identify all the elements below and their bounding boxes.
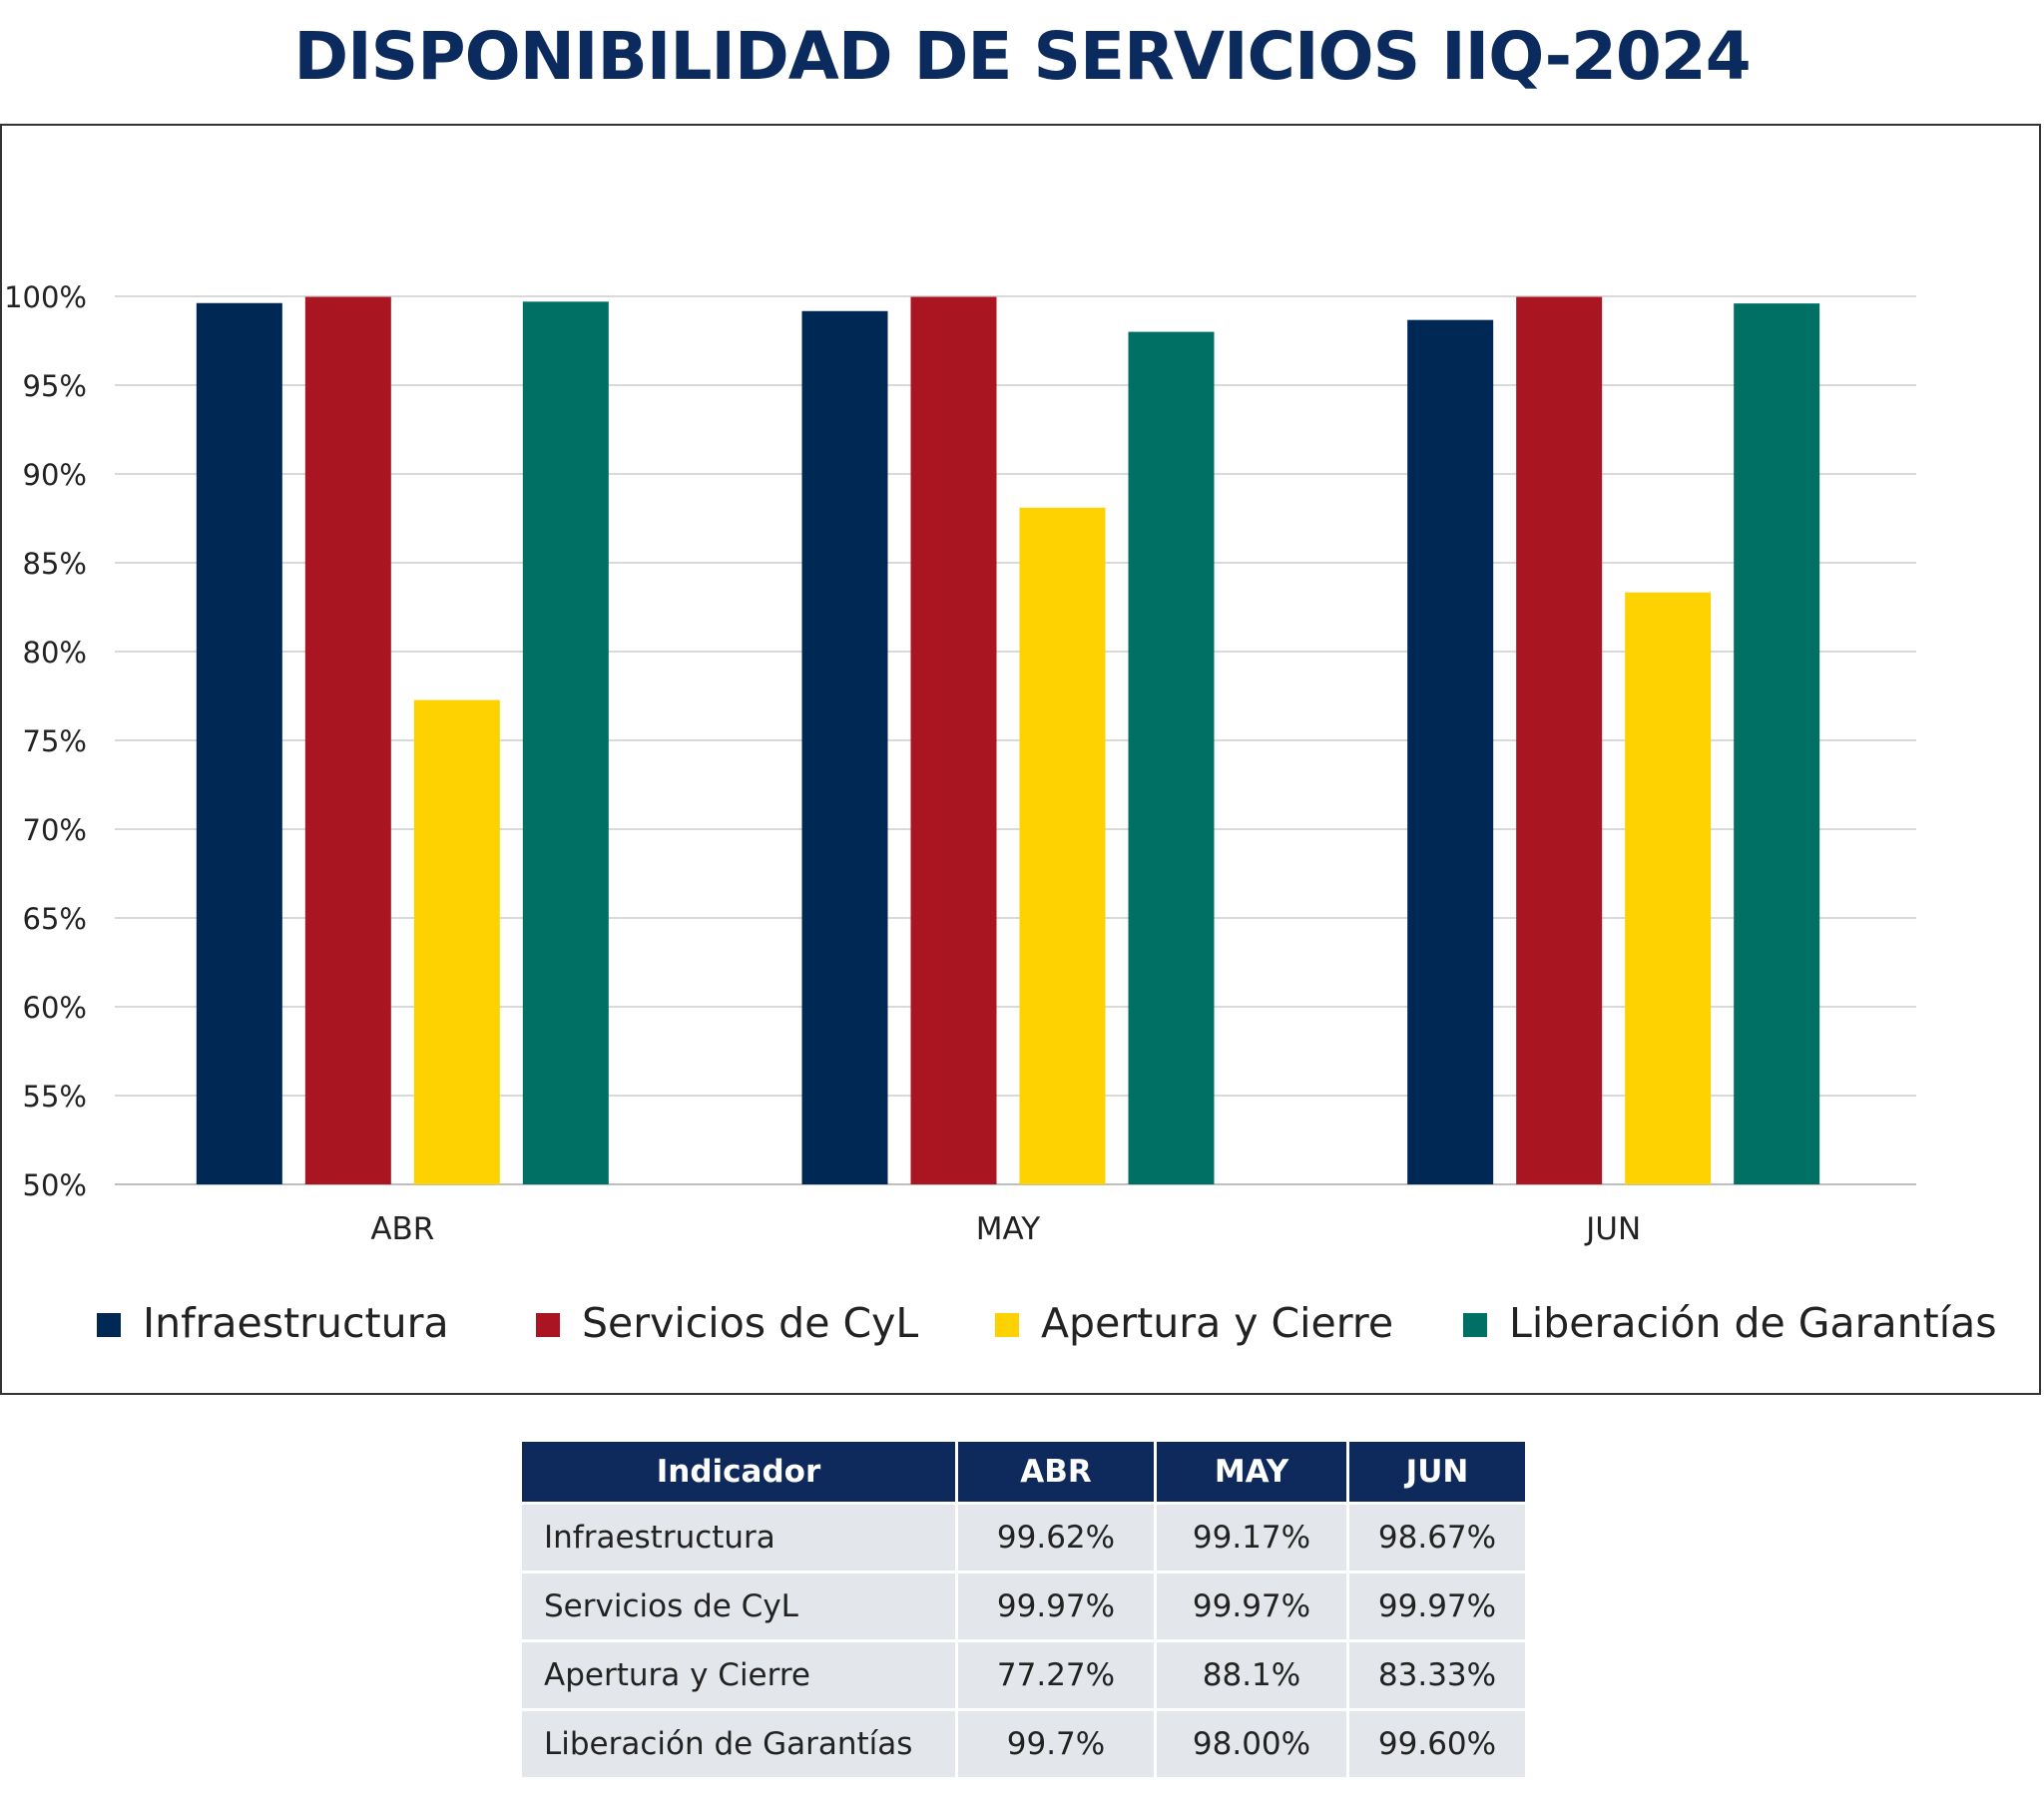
bar-chart: 50% 55% 60% 65% 70% 75% 80% 85% 90% 95% 100% ABR MAY… — [4, 280, 1997, 1347]
legend-swatch — [97, 1313, 121, 1337]
table-row: Servicios de CyL 99.97% 99.97% 99.97% — [519, 1571, 1528, 1642]
cell-value: 77.27% — [955, 1639, 1157, 1711]
x-tick-label: ABR — [370, 1211, 434, 1247]
cell-value: 98.67% — [1346, 1502, 1528, 1574]
legend-label: Liberación de Garantías — [1509, 1299, 1997, 1347]
header-abr: ABR — [955, 1439, 1157, 1505]
x-tick-label: JUN — [1584, 1211, 1641, 1247]
bar — [1625, 592, 1712, 1184]
legend-swatch — [536, 1313, 560, 1337]
row-label: Infraestructura — [519, 1502, 958, 1574]
x-tick-label: MAY — [976, 1211, 1041, 1247]
data-table: Indicador ABR MAY JUN Infraestructura 99… — [519, 1439, 1528, 1780]
bar — [413, 699, 500, 1184]
table-row: Liberación de Garantías 99.7% 98.00% 99.… — [519, 1708, 1528, 1780]
y-tick-label: 100% — [4, 280, 87, 314]
y-tick-label: 55% — [23, 1080, 87, 1114]
y-tick-label: 70% — [23, 813, 87, 847]
table-row: Apertura y Cierre 77.27% 88.1% 83.33% — [519, 1639, 1528, 1711]
y-tick-label: 75% — [23, 724, 87, 758]
cell-value: 88.1% — [1154, 1639, 1349, 1711]
chart-title: DISPONIBILIDAD DE SERVICIOS IIQ-2024 — [293, 18, 1751, 95]
y-tick-label: 80% — [23, 636, 87, 670]
y-tick-label: 60% — [23, 991, 87, 1025]
bar — [196, 302, 282, 1184]
header-indicador: Indicador — [519, 1439, 958, 1505]
bar — [304, 296, 391, 1184]
y-tick-label: 50% — [23, 1168, 87, 1202]
cell-value: 98.00% — [1154, 1708, 1349, 1780]
legend-label: Servicios de CyL — [582, 1299, 918, 1347]
bar — [910, 296, 997, 1184]
row-label: Apertura y Cierre — [519, 1639, 958, 1711]
row-label: Liberación de Garantías — [519, 1708, 958, 1780]
legend-label: Infraestructura — [143, 1299, 449, 1347]
y-tick-label: 65% — [23, 902, 87, 936]
y-tick-label: 95% — [23, 369, 87, 403]
y-tick-label: 90% — [23, 458, 87, 492]
row-label: Servicios de CyL — [519, 1571, 958, 1642]
bar — [1516, 296, 1603, 1184]
legend-label: Apertura y Cierre — [1041, 1299, 1393, 1347]
header-jun: JUN — [1346, 1439, 1528, 1505]
cell-value: 99.60% — [1346, 1708, 1528, 1780]
cell-value: 99.17% — [1154, 1502, 1349, 1574]
cell-value: 83.33% — [1346, 1639, 1528, 1711]
legend-swatch — [995, 1313, 1019, 1337]
bar — [1734, 303, 1820, 1184]
bar — [1019, 507, 1106, 1184]
table-header-row: Indicador ABR MAY JUN — [519, 1439, 1528, 1505]
header-may: MAY — [1154, 1439, 1349, 1505]
cell-value: 99.97% — [1346, 1571, 1528, 1642]
cell-value: 99.97% — [1154, 1571, 1349, 1642]
cell-value: 99.97% — [955, 1571, 1157, 1642]
bar — [1407, 319, 1494, 1184]
cell-value: 99.7% — [955, 1708, 1157, 1780]
cell-value: 99.62% — [955, 1502, 1157, 1574]
bar — [1128, 331, 1215, 1185]
bar — [801, 310, 888, 1184]
bar — [522, 301, 609, 1185]
legend-swatch — [1463, 1313, 1487, 1337]
y-tick-label: 85% — [23, 547, 87, 581]
table-row: Infraestructura 99.62% 99.17% 98.67% — [519, 1502, 1528, 1574]
